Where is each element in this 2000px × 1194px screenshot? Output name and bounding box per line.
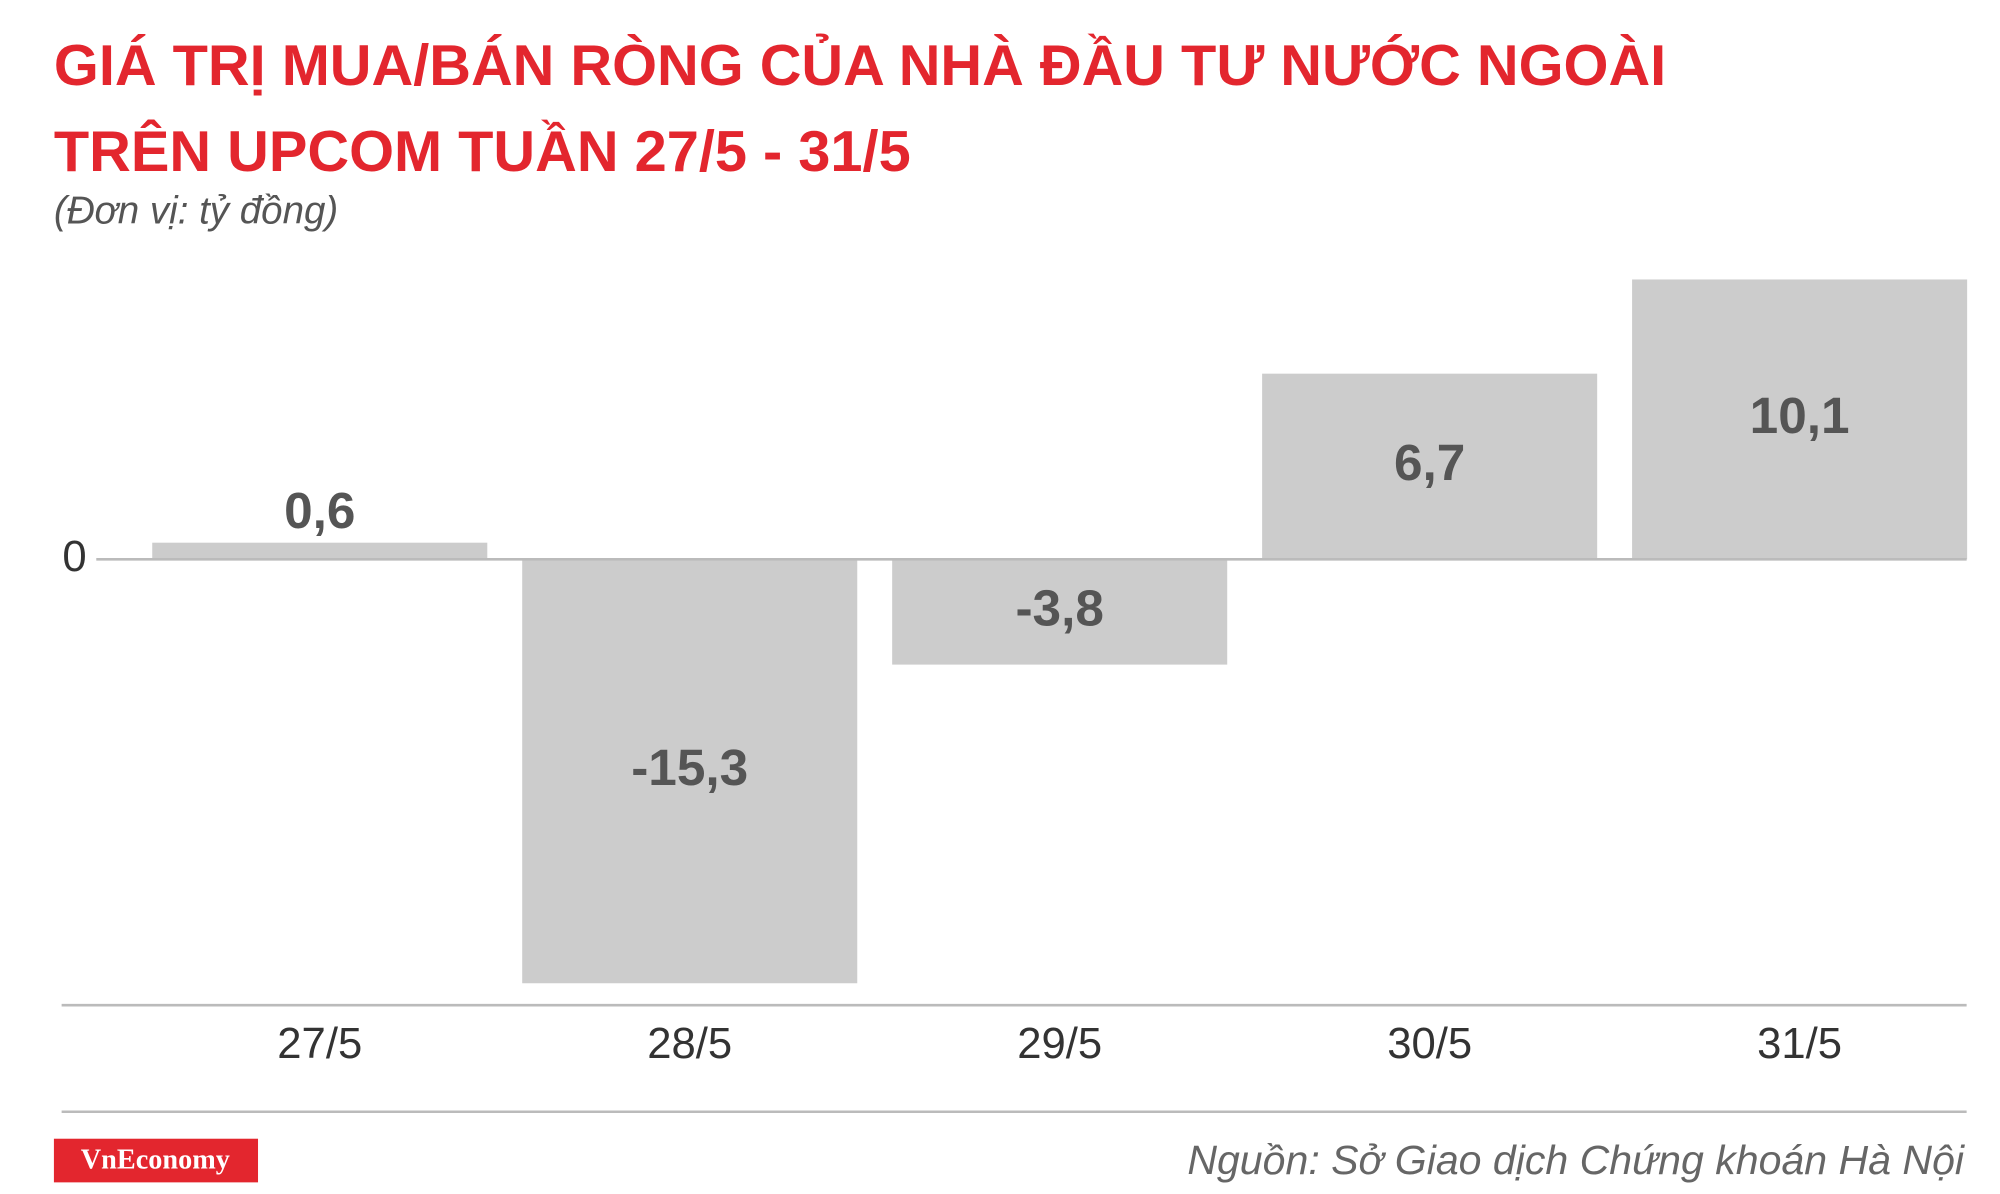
bar: [1262, 373, 1598, 560]
value-label: -3,8: [1015, 580, 1103, 637]
x-tick-label: 30/5: [1387, 1019, 1472, 1068]
value-label: 0,6: [284, 482, 355, 539]
x-tick-label: 27/5: [277, 1019, 362, 1068]
x-tick-label: 29/5: [1017, 1019, 1102, 1068]
source: Nguồn: Sở Giao dịch Chứng khoán Hà Nội: [1187, 1137, 1966, 1183]
brand-box: [53, 1138, 259, 1183]
brand: VnEconomy: [81, 1144, 230, 1175]
bar: [892, 559, 1228, 665]
y-tick-label: 0: [62, 532, 86, 581]
bar: [152, 542, 488, 560]
x-tick-label: 31/5: [1757, 1019, 1842, 1068]
value-label: 10,1: [1750, 387, 1850, 444]
chart-title: GIÁ TRỊ MUA/BÁN RÒNG CỦA NHÀ ĐẦU TƯ NƯỚC…: [54, 33, 1666, 98]
bar: [522, 559, 858, 984]
value-label: 6,7: [1394, 434, 1465, 491]
chart-title: TRÊN UPCOM TUẦN 27/5 - 31/5: [54, 119, 911, 184]
chart-subtitle: (Đơn vị: tỷ đồng): [54, 189, 338, 232]
value-label: -15,3: [631, 739, 748, 796]
bar: [1632, 279, 1968, 560]
x-tick-label: 28/5: [647, 1019, 732, 1068]
